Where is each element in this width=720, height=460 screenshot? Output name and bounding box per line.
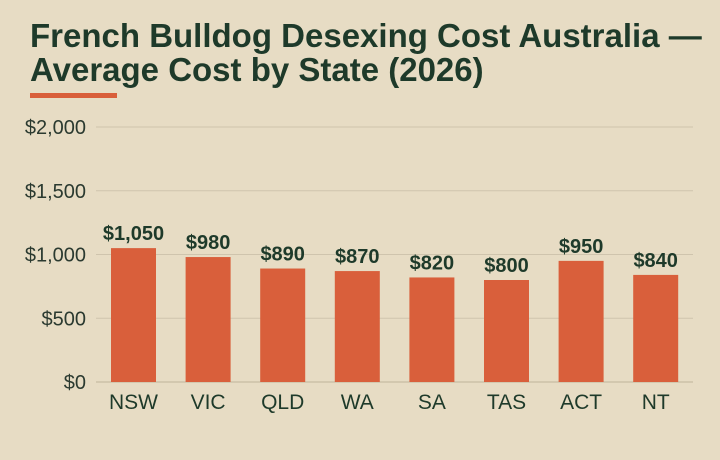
value-labels: $1,050 $980 $890 $870 $820 $800 $950 $840 bbox=[103, 223, 678, 277]
bar-act bbox=[558, 260, 604, 382]
bar-sa bbox=[409, 277, 455, 382]
x-axis-category-labels: NSW VIC QLD WA SA TAS ACT NT bbox=[109, 391, 670, 414]
chart-title: French Bulldog Desexing Cost Australia —… bbox=[30, 17, 702, 88]
bars bbox=[111, 248, 679, 382]
bar-wa bbox=[334, 271, 380, 382]
y-tick-label: $1,500 bbox=[25, 181, 86, 203]
value-label: $840 bbox=[633, 250, 678, 272]
category-label: QLD bbox=[261, 391, 304, 414]
category-label: SA bbox=[418, 391, 446, 414]
category-label: NT bbox=[642, 391, 670, 414]
bar-nsw bbox=[111, 248, 156, 382]
value-label: $870 bbox=[335, 246, 380, 268]
y-tick-label: $500 bbox=[42, 308, 87, 330]
value-label: $820 bbox=[410, 252, 455, 274]
value-label: $890 bbox=[260, 244, 305, 266]
value-label: $980 bbox=[186, 232, 231, 254]
bar-vic bbox=[185, 257, 231, 382]
y-tick-label: $2,000 bbox=[25, 117, 86, 139]
value-label: $800 bbox=[484, 255, 529, 277]
category-label: NSW bbox=[109, 391, 158, 414]
title-accent-bar bbox=[30, 93, 117, 98]
category-label: TAS bbox=[487, 391, 526, 414]
y-axis-tick-labels: $0 $500 $1,000 $1,500 $2,000 bbox=[25, 117, 86, 394]
bar-nt bbox=[633, 274, 679, 382]
bar-tas bbox=[484, 280, 529, 382]
category-label: VIC bbox=[191, 391, 226, 414]
bar-qld bbox=[260, 268, 306, 382]
category-label: ACT bbox=[560, 391, 602, 414]
category-label: WA bbox=[341, 391, 374, 414]
y-tick-label: $1,000 bbox=[25, 245, 86, 267]
y-tick-label: $0 bbox=[64, 372, 86, 394]
value-label: $950 bbox=[559, 236, 604, 258]
value-label: $1,050 bbox=[103, 223, 164, 245]
